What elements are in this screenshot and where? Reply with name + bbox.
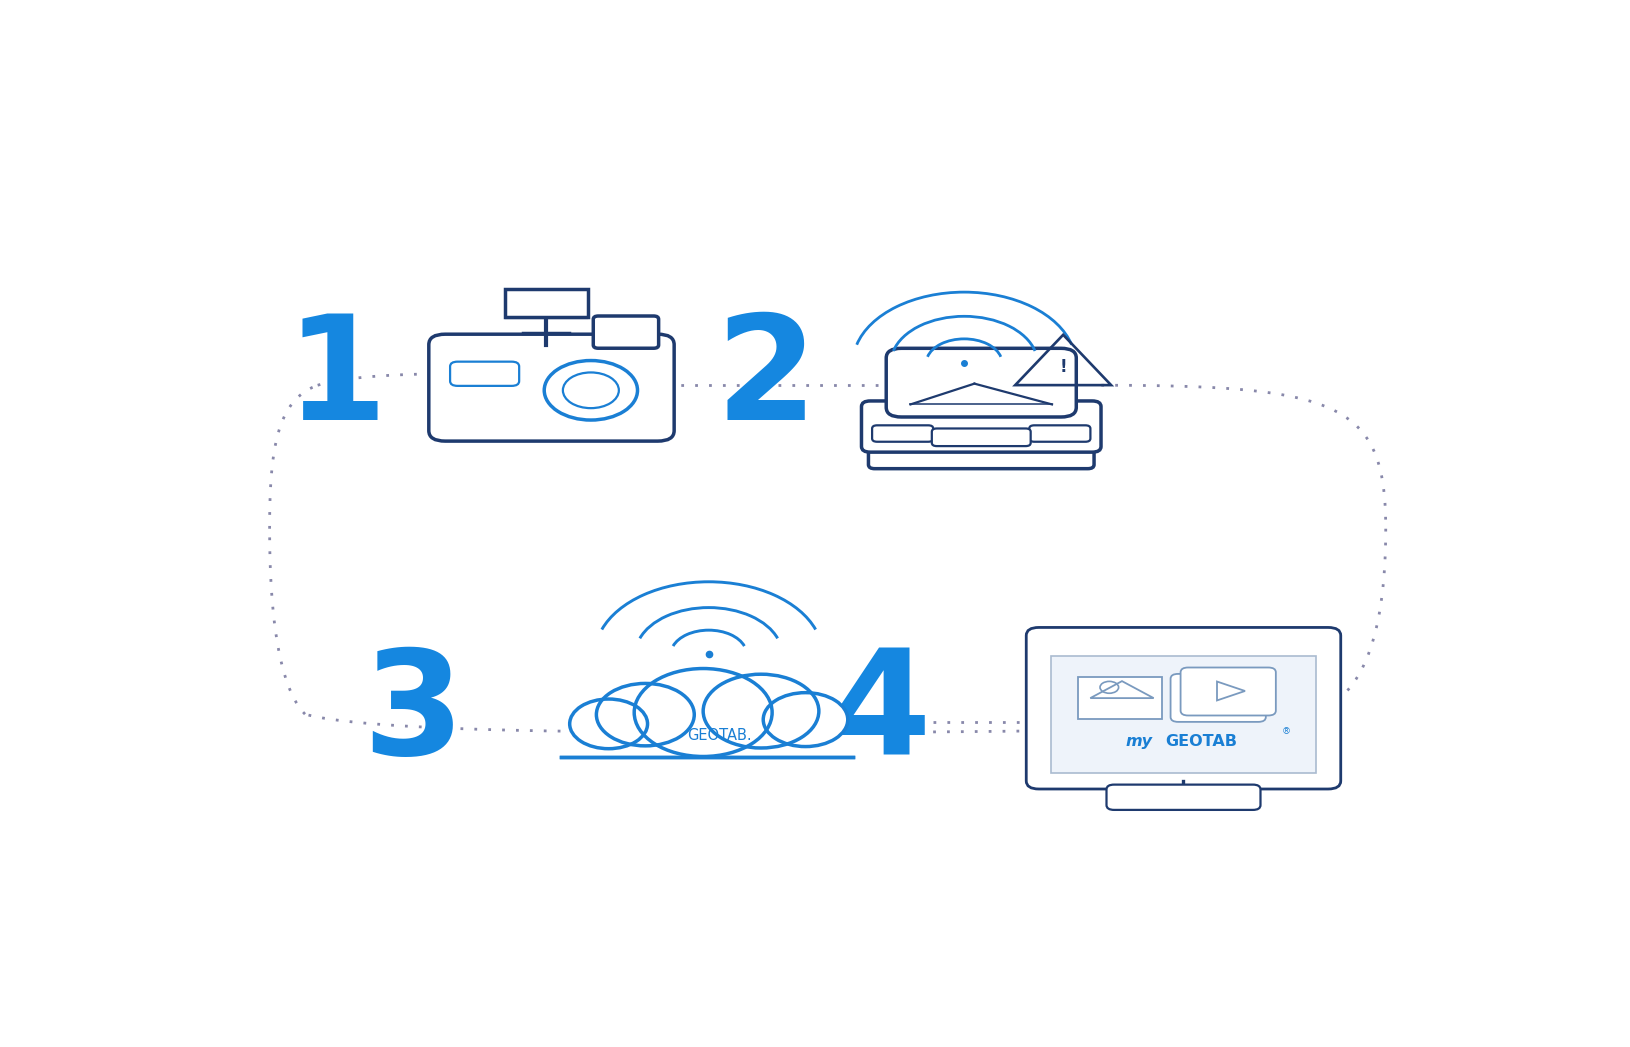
Bar xyxy=(548,757,869,793)
FancyBboxPatch shape xyxy=(450,361,518,386)
Text: ®: ® xyxy=(1281,728,1289,736)
Text: GEOTAB.: GEOTAB. xyxy=(688,729,751,743)
Text: my: my xyxy=(1125,734,1152,750)
Text: 4: 4 xyxy=(830,644,931,784)
FancyBboxPatch shape xyxy=(931,428,1030,446)
FancyBboxPatch shape xyxy=(872,425,932,442)
Text: GEOTAB: GEOTAB xyxy=(1165,734,1237,750)
Circle shape xyxy=(569,699,647,749)
FancyBboxPatch shape xyxy=(1105,784,1260,810)
FancyBboxPatch shape xyxy=(429,334,673,441)
Circle shape xyxy=(544,360,637,420)
FancyBboxPatch shape xyxy=(861,401,1100,452)
Text: 1: 1 xyxy=(285,309,386,450)
FancyBboxPatch shape xyxy=(867,441,1094,469)
Circle shape xyxy=(763,693,848,747)
FancyBboxPatch shape xyxy=(1050,656,1315,773)
FancyBboxPatch shape xyxy=(885,349,1076,417)
Circle shape xyxy=(1099,682,1118,693)
FancyBboxPatch shape xyxy=(505,289,587,317)
Text: 2: 2 xyxy=(716,309,817,450)
Bar xyxy=(548,756,869,793)
FancyBboxPatch shape xyxy=(1170,674,1265,721)
FancyBboxPatch shape xyxy=(593,316,659,349)
Text: !: ! xyxy=(1060,358,1066,376)
Text: 3: 3 xyxy=(362,644,463,784)
Circle shape xyxy=(597,684,694,745)
FancyBboxPatch shape xyxy=(1025,627,1340,789)
Circle shape xyxy=(562,373,618,408)
Circle shape xyxy=(703,674,818,748)
Circle shape xyxy=(634,669,771,757)
FancyBboxPatch shape xyxy=(1180,668,1275,715)
FancyBboxPatch shape xyxy=(1029,425,1090,442)
FancyBboxPatch shape xyxy=(1077,677,1162,719)
